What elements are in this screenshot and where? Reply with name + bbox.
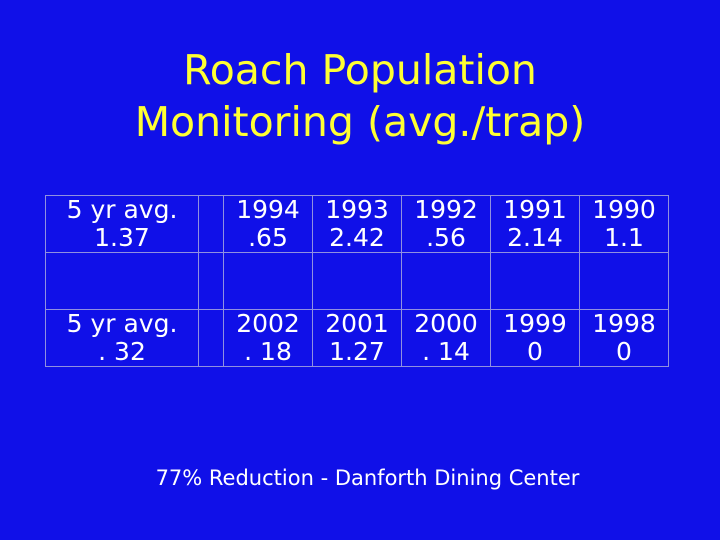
blank-cell: [579, 252, 669, 310]
year-value: .56: [426, 223, 466, 252]
year-value: 2.14: [507, 223, 563, 252]
year-label: 1990: [592, 195, 656, 224]
year-value: . 18: [244, 337, 292, 366]
avg-value: 1.37: [94, 223, 150, 252]
blank-cell: [401, 252, 491, 310]
year-label: 1993: [325, 195, 389, 224]
year-cell: 2001 1.27: [312, 309, 402, 367]
five-year-avg-cell: 5 yr avg. 1.37: [45, 195, 199, 253]
year-label: 1998: [592, 309, 656, 338]
year-value: 0: [616, 337, 632, 366]
title-line-1: Roach Population: [183, 46, 537, 94]
year-label: 2000: [414, 309, 478, 338]
blank-cell: [312, 252, 402, 310]
year-value: 2.42: [329, 223, 385, 252]
year-cell: 1998 0: [579, 309, 669, 367]
avg-value: . 32: [98, 337, 146, 366]
year-cell: 2000 . 14: [401, 309, 491, 367]
year-value: 0: [527, 337, 543, 366]
blank-cell: [490, 252, 580, 310]
year-cell: 1991 2.14: [490, 195, 580, 253]
table-row-2000s: 5 yr avg. . 32 2002 . 18 2001 1.27 2000 …: [45, 309, 669, 367]
slide-title: Roach Population Monitoring (avg./trap): [0, 44, 720, 148]
year-value: 1.1: [604, 223, 644, 252]
year-label: 1991: [503, 195, 567, 224]
blank-cell: [198, 252, 224, 310]
year-cell: 2002 . 18: [223, 309, 313, 367]
blank-cell: [45, 252, 199, 310]
year-cell: 1993 2.42: [312, 195, 402, 253]
five-year-avg-cell: 5 yr avg. . 32: [45, 309, 199, 367]
year-cell: 1992 .56: [401, 195, 491, 253]
year-value: . 14: [422, 337, 470, 366]
table-row-1990s: 5 yr avg. 1.37 1994 .65 1993 2.42 1992 .…: [45, 195, 669, 253]
spacer-cell: [198, 195, 224, 253]
reduction-summary: 77% Reduction - Danforth Dining Center: [155, 466, 580, 490]
year-label: 2001: [325, 309, 389, 338]
year-cell: 1990 1.1: [579, 195, 669, 253]
blank-cell: [223, 252, 313, 310]
year-label: 1992: [414, 195, 478, 224]
year-cell: 1994 .65: [223, 195, 313, 253]
year-label: 1999: [503, 309, 567, 338]
avg-label: 5 yr avg.: [66, 195, 178, 224]
year-value: 1.27: [329, 337, 385, 366]
roach-data-table: 5 yr avg. 1.37 1994 .65 1993 2.42 1992 .…: [45, 195, 669, 367]
year-cell: 1999 0: [490, 309, 580, 367]
year-value: .65: [248, 223, 288, 252]
table-row-blank: [45, 252, 669, 310]
year-label: 2002: [236, 309, 300, 338]
spacer-cell: [198, 309, 224, 367]
year-label: 1994: [236, 195, 300, 224]
title-line-2: Monitoring (avg./trap): [134, 98, 586, 146]
avg-label: 5 yr avg.: [66, 309, 178, 338]
